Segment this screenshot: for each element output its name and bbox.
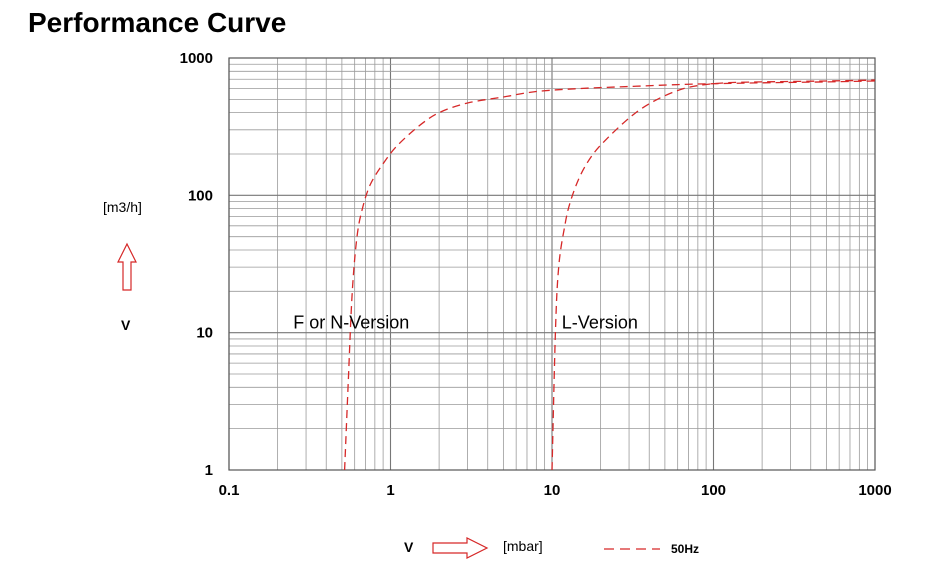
y-tick-label: 100: [188, 187, 213, 204]
y-axis-symbol: V: [121, 317, 131, 333]
chart-annotations-group: F or N-Version L-Version: [293, 313, 638, 333]
x-axis-unit: [mbar]: [503, 538, 543, 554]
series-line-1: [343, 80, 876, 471]
y-tick-label: 1000: [180, 50, 213, 67]
chart-title: Performance Curve: [28, 7, 286, 38]
curve-label: L-Version: [562, 313, 638, 333]
y-axis-arrow-icon: [117, 242, 137, 291]
x-axis-arrow-icon: [432, 537, 489, 559]
x-tick-label: 1000: [858, 482, 891, 499]
x-tick-label: 100: [701, 482, 726, 499]
series-line-2: [551, 79, 876, 471]
chart-grid: [228, 57, 876, 471]
x-tick-label: 0.1: [219, 482, 240, 499]
y-tick-label: 1: [205, 462, 213, 479]
x-tick-label: 10: [544, 482, 561, 499]
chart-series-group: [343, 79, 876, 471]
legend-label-50hz: 50Hz: [671, 542, 699, 556]
y-tick-label: 10: [196, 325, 213, 342]
chart-ticks-group: 0.1 1 10 100 1000 1 10 100 1000: [180, 50, 892, 499]
curve-label: F or N-Version: [293, 313, 409, 333]
x-tick-label: 1: [386, 482, 394, 499]
y-axis-unit: [m3/h]: [103, 199, 142, 215]
x-axis-symbol: V: [404, 539, 414, 555]
